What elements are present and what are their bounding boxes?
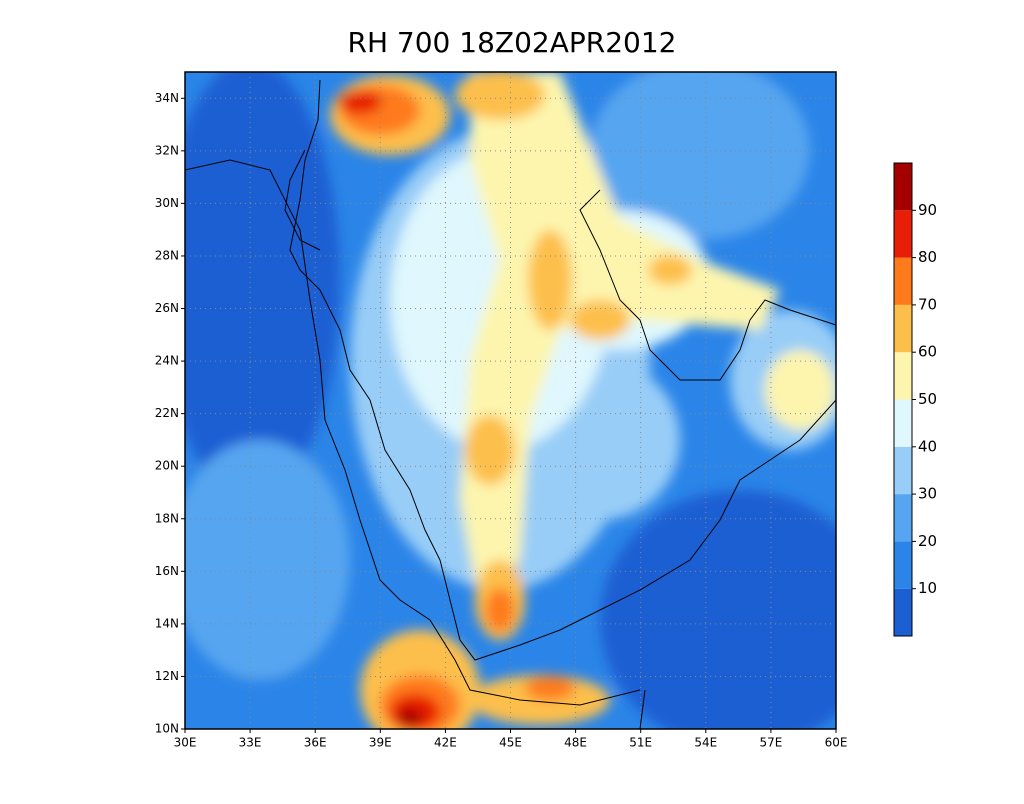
y-tick-label: 14N xyxy=(155,616,179,630)
x-tick-label: 51E xyxy=(629,736,652,750)
colorbar-label: 60 xyxy=(918,343,937,361)
y-tick-label: 18N xyxy=(155,511,179,525)
colorbar-box xyxy=(894,257,912,305)
x-tick-label: 48E xyxy=(564,736,587,750)
colorbar-label: 40 xyxy=(918,437,937,455)
x-tick-label: 60E xyxy=(825,736,848,750)
x-tick-label: 33E xyxy=(239,736,262,750)
y-tick-label: 26N xyxy=(155,301,179,315)
colorbar-box xyxy=(894,399,912,447)
colorbar-label: 80 xyxy=(918,248,937,266)
colorbar-box xyxy=(894,163,912,211)
x-tick-label: 42E xyxy=(434,736,457,750)
colorbar: 10 20 30 40 50 60 70 80 90 xyxy=(893,162,937,637)
colorbar-box xyxy=(894,494,912,542)
axes: 30E 33E 36E 39E 42E 45E 48E 51E 54E 57E 60E 10N 12N 1… xyxy=(155,91,848,750)
y-tick-label: 34N xyxy=(155,91,179,105)
colorbar-box xyxy=(894,446,912,495)
x-tick-label: 36E xyxy=(304,736,327,750)
colorbar-box xyxy=(894,304,912,353)
x-tick-label: 30E xyxy=(174,736,197,750)
y-tick-label: 30N xyxy=(155,196,179,210)
colorbar-label: 30 xyxy=(918,485,937,503)
x-tick-label: 54E xyxy=(694,736,717,750)
y-tick-label: 22N xyxy=(155,406,179,420)
y-tick-label: 10N xyxy=(155,722,179,736)
coastlines xyxy=(184,79,837,730)
colorbar-label: 50 xyxy=(918,390,937,408)
colorbar-label: 20 xyxy=(918,532,937,550)
x-tick-label: 45E xyxy=(499,736,522,750)
x-tick-label: 57E xyxy=(759,736,782,750)
y-tick-label: 28N xyxy=(155,248,179,262)
colorbar-box xyxy=(894,588,912,636)
colorbar-label: 90 xyxy=(918,201,937,219)
y-tick-label: 24N xyxy=(155,354,179,368)
colorbar-label: 10 xyxy=(918,579,937,597)
rh-field xyxy=(185,72,836,729)
colorbar-box xyxy=(894,352,912,400)
x-tick-label: 39E xyxy=(369,736,392,750)
y-tick-label: 20N xyxy=(155,459,179,473)
chart-title: RH 700 18Z02APR2012 xyxy=(348,26,677,59)
y-tick-label: 16N xyxy=(155,564,179,578)
colorbar-label: 70 xyxy=(918,295,937,313)
colorbar-box xyxy=(894,541,912,589)
y-tick-label: 32N xyxy=(155,143,179,157)
colorbar-box xyxy=(894,210,912,258)
y-tick-label: 12N xyxy=(155,669,179,683)
